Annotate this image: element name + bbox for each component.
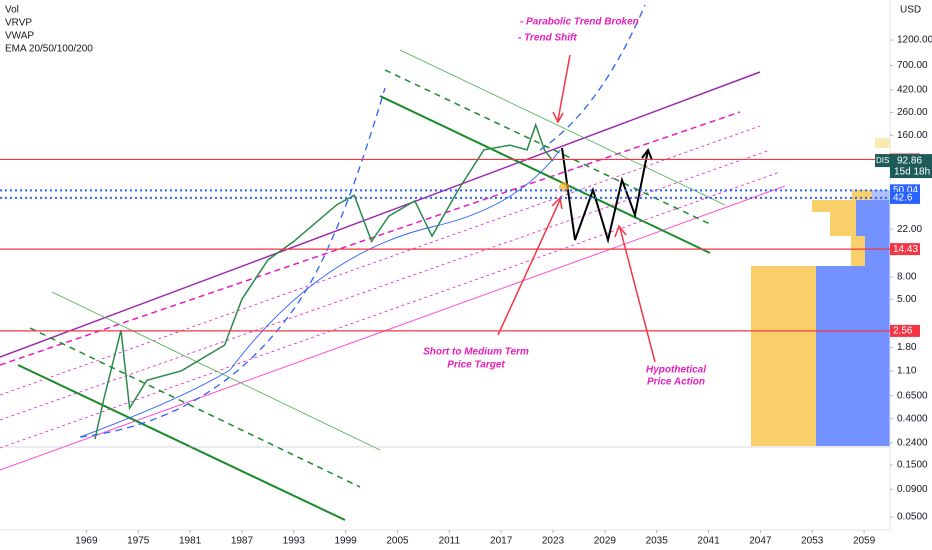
y-tick-label: 0.1500 [897,460,928,471]
y-tick-label: 0.6500 [897,390,928,401]
trend-drawings [0,4,890,521]
annotation: - Parabolic Trend Broken [520,17,639,28]
x-tick-label: 2059 [853,536,876,547]
x-tick-label: 1999 [335,536,358,547]
x-tick-label: 1969 [75,536,98,547]
level-tag [890,243,920,256]
level-label: 2.56 [893,326,913,337]
x-tick-label: 1975 [127,536,150,547]
level-tag [890,191,920,204]
annotation: Short to Medium Term [423,347,529,358]
x-tick-label: 1981 [179,536,202,547]
price-tag-countdown: 15d 18h [894,167,930,178]
volume-profile [751,138,890,446]
indicator-label: VRVP [5,18,32,29]
level-label: 42.6 [893,193,913,204]
y-tick-label: 1.10 [897,365,917,376]
price-tag [875,154,890,168]
y-tick-label: 0.0500 [897,512,928,523]
y-tick-label: 700.00 [897,60,928,71]
y-tick-label: 5.00 [897,294,917,305]
annotation: - Trend Shift [518,33,577,44]
y-tick-label: 0.2400 [897,437,928,448]
y-tick-label: 420.00 [897,84,928,95]
x-tick-label: 2047 [749,536,772,547]
y-tick-label: 1200.00 [897,35,932,46]
y-tick-label: 0.4000 [897,413,928,424]
x-tick-label: 2005 [386,536,409,547]
x-tick-label: 2029 [594,536,617,547]
annotation: Price Target [447,360,505,371]
price-tag [890,154,932,179]
y-tick-label: 8.00 [897,272,917,283]
price-line [94,122,554,440]
x-tick-label: 2023 [542,536,565,547]
level-tag [890,324,920,337]
price-tag-symbol: DIS [876,156,889,165]
y-tick-label: 260.00 [897,107,928,118]
annotation: Hypothetical [646,365,706,376]
x-tick-label: 2035 [646,536,669,547]
x-tick-label: 2053 [801,536,824,547]
currency-label: USD [900,5,921,16]
y-tick-label: 1.80 [897,342,917,353]
annotation: Price Action [647,377,705,388]
indicator-label: VWAP [5,31,34,42]
indicator-label: EMA 20/50/100/200 [5,44,93,55]
indicator-label: Vol [5,5,19,16]
x-tick-label: 1987 [231,536,254,547]
y-tick-label: 160.00 [897,130,928,141]
level-label: 50.04 [893,185,918,196]
x-tick-label: 1993 [283,536,306,547]
x-tick-label: 2017 [490,536,513,547]
x-tick-label: 2011 [439,536,461,547]
y-tick-label: 0.0900 [897,484,928,495]
price-tag-value: 92.86 [897,156,922,167]
x-tick-label: 2041 [697,536,720,547]
y-tick-label: 22.00 [897,224,922,235]
level-label: 14.43 [893,244,918,255]
